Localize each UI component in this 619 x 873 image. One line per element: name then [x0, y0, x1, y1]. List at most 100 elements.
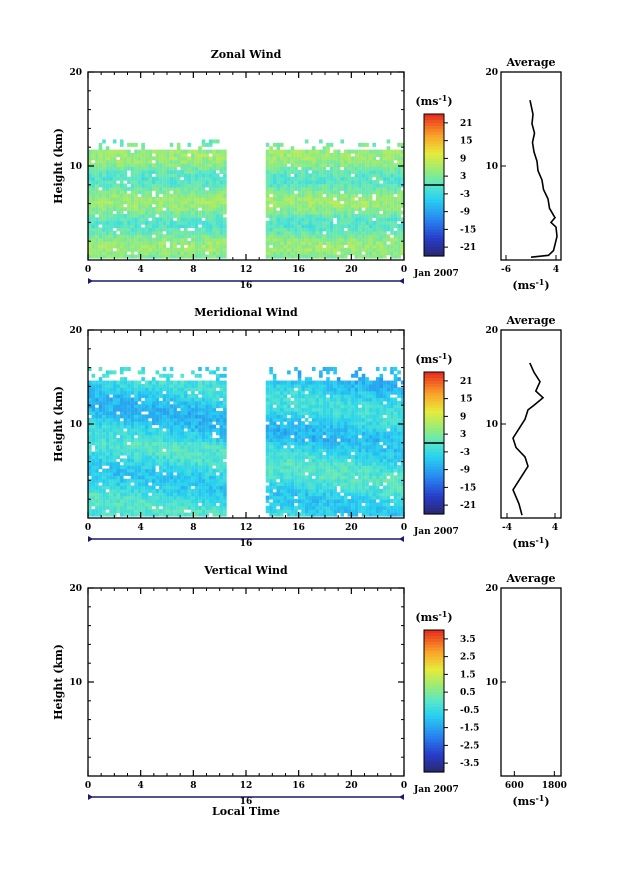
heatmap-cell: [187, 454, 192, 459]
colorbar-swatch: [424, 187, 444, 192]
heatmap-cell: [294, 451, 298, 456]
heatmap-cell: [166, 502, 170, 507]
heatmap-cell: [144, 220, 149, 225]
heatmap-cell: [159, 380, 163, 385]
heatmap-cell: [375, 207, 380, 212]
heatmap-cell: [304, 441, 309, 446]
heatmap-cell: [127, 149, 131, 154]
heatmap-cell: [301, 451, 305, 456]
heatmap-cell: [315, 203, 320, 208]
heatmap-cell: [173, 404, 177, 409]
heatmap-cell: [287, 475, 291, 480]
heatmap-cell: [319, 210, 323, 215]
heatmap-cell: [304, 394, 309, 399]
heatmap-cell: [112, 166, 117, 171]
heatmap-cell: [151, 166, 156, 171]
heatmap-cell: [198, 149, 202, 154]
heatmap-cell: [155, 512, 160, 517]
heatmap-cell: [272, 186, 277, 191]
heatmap-cell: [166, 411, 170, 415]
heatmap-cell: [205, 387, 209, 392]
heatmap-cell: [144, 458, 149, 463]
heatmap-cell: [308, 387, 313, 392]
heatmap-cell: [173, 417, 177, 422]
heatmap-cell: [102, 495, 106, 500]
heatmap-cell: [358, 244, 362, 249]
heatmap-cell: [130, 502, 135, 507]
heatmap-cell: [134, 200, 138, 205]
heatmap-cell: [212, 404, 217, 409]
heatmap-cell: [183, 193, 188, 198]
heatmap-cell: [98, 213, 103, 218]
heatmap-cell: [358, 217, 362, 222]
heatmap-cell: [130, 407, 135, 412]
heatmap-cell: [379, 166, 384, 171]
heatmap-cell: [119, 149, 124, 154]
heatmap-cell: [272, 149, 277, 154]
heatmap-cell: [308, 502, 313, 507]
heatmap-cell: [151, 438, 156, 443]
heatmap-cell: [183, 485, 188, 490]
heatmap-cell: [336, 441, 341, 446]
heatmap-cell: [333, 213, 337, 218]
colorbar-swatch: [424, 211, 444, 216]
heatmap-cell: [159, 512, 163, 517]
heatmap-cell: [109, 468, 113, 473]
heatmap-cell: [191, 414, 195, 419]
heatmap-cell: [198, 451, 202, 456]
heatmap-cell: [304, 149, 309, 154]
heatmap-cell: [116, 176, 121, 181]
heatmap-cell: [144, 203, 149, 208]
heatmap-cell: [112, 421, 117, 426]
heatmap-cell: [287, 451, 291, 456]
heatmap-cell: [276, 397, 281, 402]
heatmap-cell: [155, 488, 160, 493]
heatmap-cell: [191, 224, 195, 229]
heatmap-cell: [287, 468, 291, 473]
heatmap-cell: [109, 186, 113, 191]
heatmap-cell: [272, 390, 277, 395]
heatmap-cell: [326, 454, 330, 459]
heatmap-cell: [386, 186, 391, 191]
heatmap-cell: [183, 166, 188, 171]
heatmap-cell: [166, 390, 170, 395]
heatmap-cell: [169, 153, 174, 157]
heatmap-cell: [400, 217, 405, 222]
heatmap-cell: [272, 373, 277, 378]
heatmap-cell: [375, 149, 380, 154]
heatmap-cell: [379, 169, 384, 174]
heatmap-cell: [123, 434, 128, 439]
heatmap-cell: [166, 417, 170, 422]
heatmap-cell: [269, 186, 273, 191]
colorbar-tick-label: 21: [460, 119, 473, 129]
heatmap-cell: [379, 200, 384, 205]
heatmap-cell: [319, 454, 323, 459]
heatmap-cell: [375, 163, 380, 168]
heatmap-cell: [137, 213, 142, 218]
heatmap-cell: [400, 224, 405, 229]
heatmap-cell: [340, 471, 345, 476]
heatmap-cell: [144, 163, 149, 168]
heatmap-cell: [205, 444, 209, 449]
heatmap-cell: [176, 163, 181, 168]
heatmap-cell: [151, 217, 156, 222]
heatmap-cell: [311, 448, 316, 453]
heatmap-cell: [180, 454, 185, 459]
heatmap-cell: [123, 444, 128, 449]
heatmap-cell: [326, 414, 330, 419]
heatmap-cell: [109, 505, 113, 510]
heatmap-cell: [343, 237, 348, 242]
heatmap-cell: [198, 441, 202, 446]
heatmap-cell: [219, 244, 224, 249]
heatmap-cell: [336, 224, 341, 229]
heatmap-cell: [311, 424, 316, 429]
heatmap-cell: [105, 411, 110, 415]
heatmap-cell: [223, 485, 227, 490]
heatmap-cell: [173, 220, 177, 225]
heatmap-cell: [223, 159, 227, 164]
heatmap-cell: [201, 400, 206, 405]
heatmap-cell: [223, 237, 227, 242]
heatmap-cell: [180, 149, 185, 154]
heatmap-cell: [88, 237, 92, 242]
heatmap-cell: [151, 397, 156, 402]
